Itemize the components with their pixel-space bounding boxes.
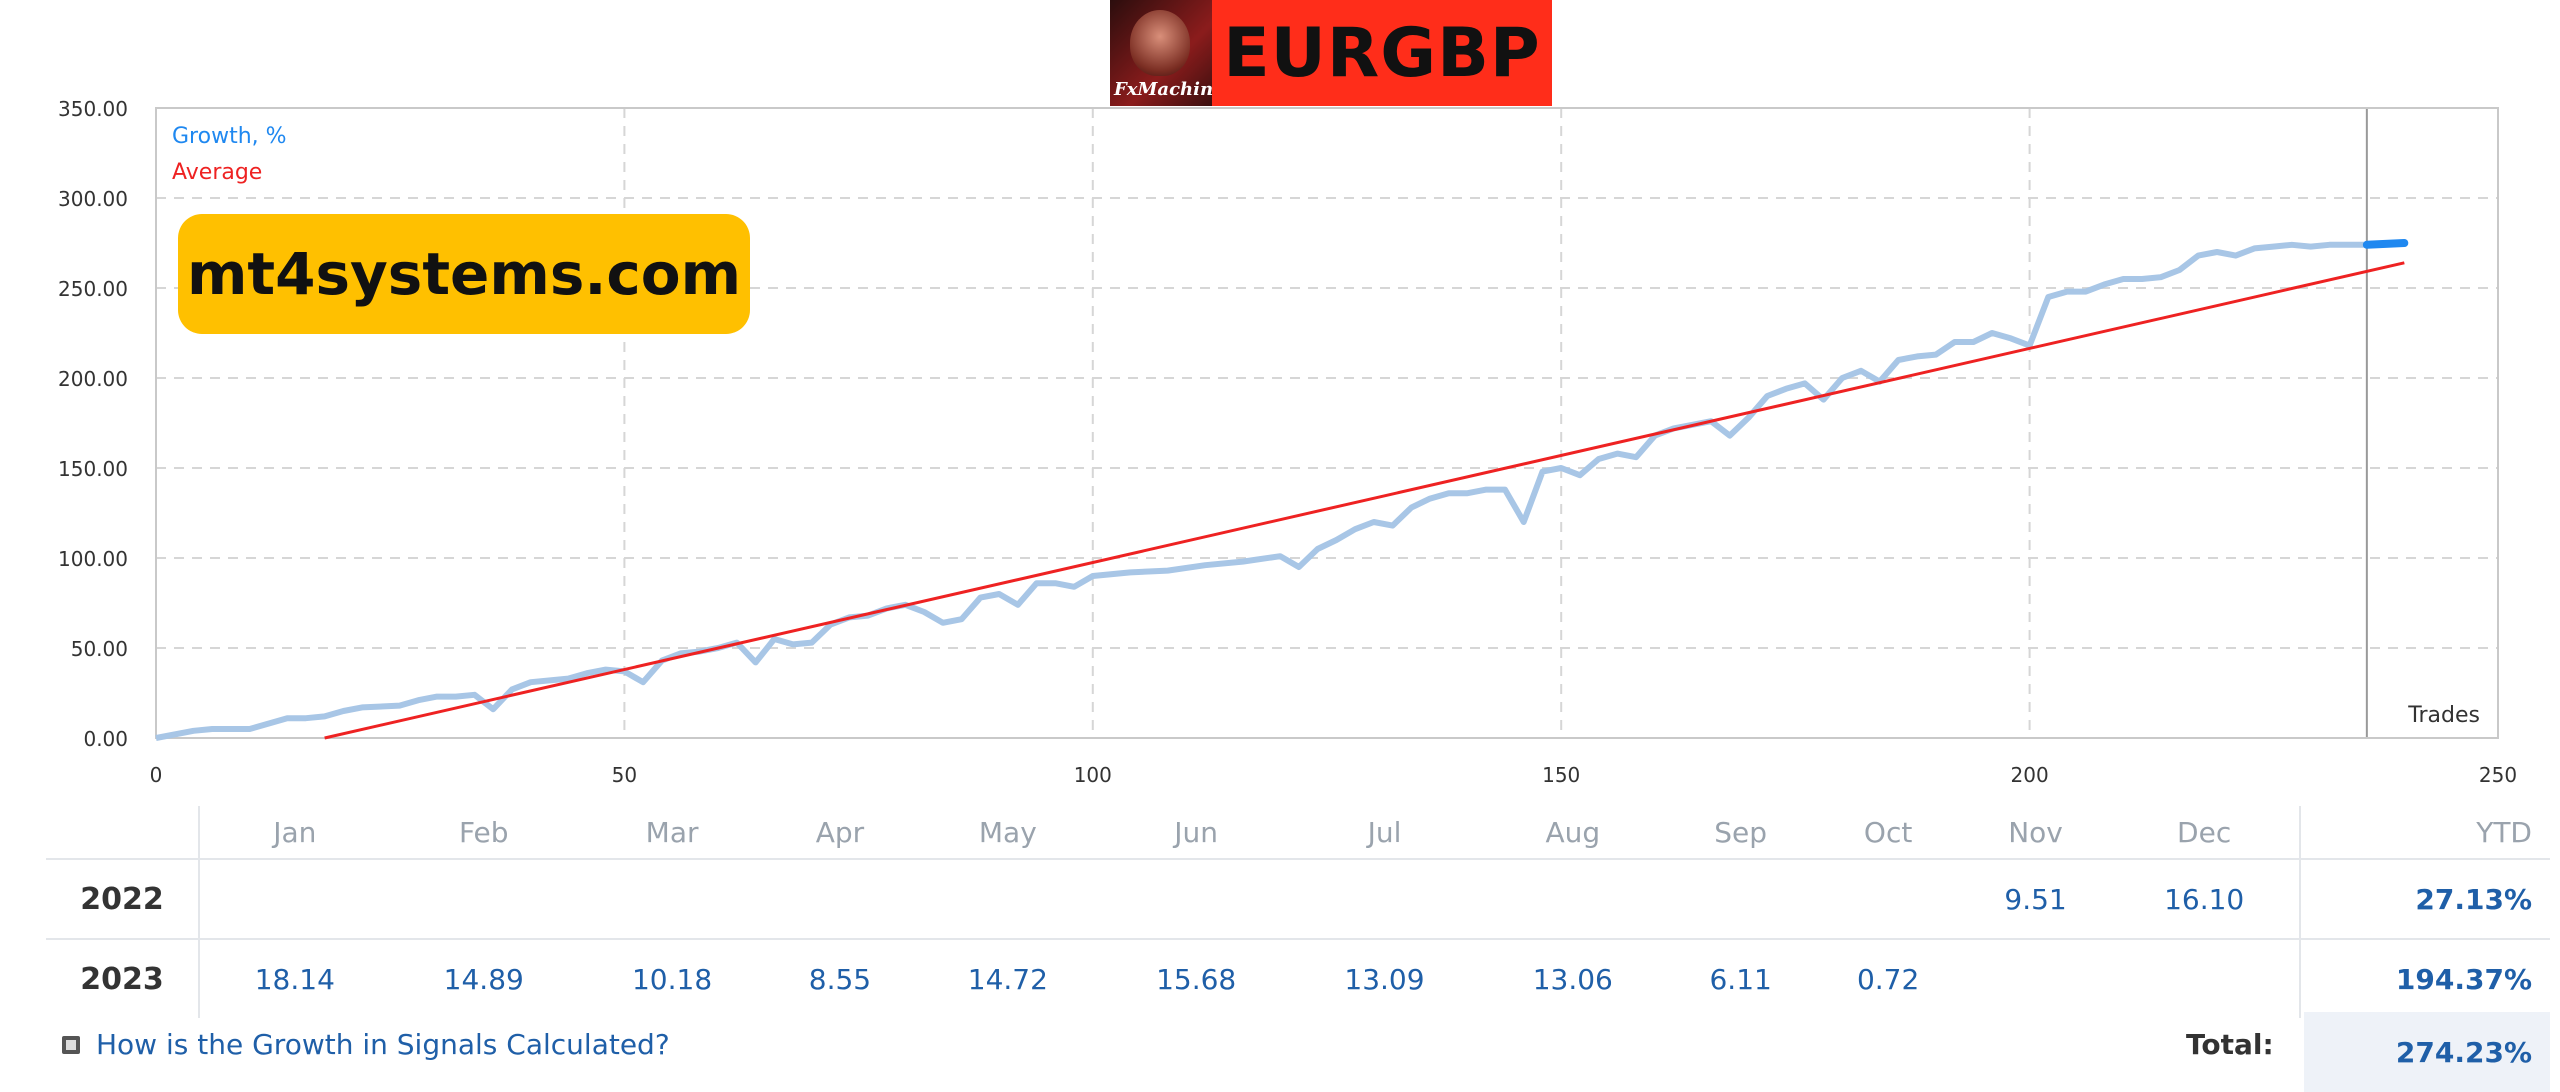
month-value: 18.14 [199, 938, 390, 1018]
x-axis-label: Trades [2407, 703, 2480, 728]
symbol-label: EURGBP [1223, 13, 1541, 93]
month-header: May [978, 815, 1037, 849]
month-header: Jul [1367, 815, 1402, 849]
chart-grid [156, 108, 2498, 738]
year-header [46, 806, 200, 859]
year-cell: 2023 [46, 938, 200, 1018]
skull-logo-icon [1130, 10, 1190, 76]
table-row: 2022 9.51 16.10 27.13% [46, 858, 2550, 939]
month-value: 13.06 [1478, 938, 1667, 1018]
y-tick-label: 100.00 [58, 547, 128, 571]
growth-series-line [155, 241, 2367, 741]
month-header: Oct [1863, 815, 1913, 849]
month-value: 13.09 [1290, 938, 1479, 1018]
month-header: Nov [2008, 815, 2063, 849]
average-series-line [324, 261, 2405, 740]
month-value: 14.72 [913, 938, 1102, 1018]
plot-frame [155, 107, 2499, 739]
month-value: 9.51 [1961, 858, 2110, 939]
month-header: Sep [1714, 815, 1768, 849]
month-value [2109, 938, 2300, 1018]
month-value: 6.11 [1666, 938, 1815, 1018]
x-axis-ticks: 0 50 100 150 200 250 [150, 763, 2517, 787]
month-header: Mar [645, 815, 699, 849]
x-tick-label: 50 [612, 763, 637, 787]
y-axis-ticks: 0.00 50.00 100.00 150.00 200.00 250.00 300.00 3… [58, 97, 128, 751]
chart-series [155, 239, 2409, 741]
month-header: Dec [2177, 815, 2232, 849]
ytd-value: 27.13% [2299, 858, 2550, 939]
x-tick-label: 0 [150, 763, 163, 787]
table-header-row: Jan Feb Mar Apr May Jun Jul Aug Sep Oct … [46, 806, 2550, 859]
x-tick-label: 150 [1542, 763, 1580, 787]
total-value: 274.23% [2304, 1012, 2550, 1092]
monthly-growth-table: Jan Feb Mar Apr May Jun Jul Aug Sep Oct … [46, 806, 2550, 1018]
month-header: Apr [815, 815, 865, 849]
growth-chart: 0.00 50.00 100.00 150.00 200.00 250.00 300.00 3… [58, 97, 2517, 787]
month-value: 0.72 [1814, 938, 1962, 1018]
y-tick-label: 0.00 [83, 727, 128, 751]
month-header: Aug [1545, 815, 1601, 849]
y-tick-label: 300.00 [58, 187, 128, 211]
ytd-header: YTD [2299, 806, 2550, 859]
month-header: Feb [458, 815, 509, 849]
month-value [1290, 858, 1479, 939]
month-value [1102, 858, 1291, 939]
y-tick-label: 350.00 [58, 97, 128, 121]
x-tick-label: 100 [1074, 763, 1112, 787]
x-tick-label: 200 [2011, 763, 2049, 787]
month-header: Jun [1174, 815, 1219, 849]
legend-average: Average [172, 160, 262, 185]
growth-recent-segment [2362, 239, 2409, 249]
watermark-text: mt4systems.com [186, 240, 742, 308]
y-tick-label: 200.00 [58, 367, 128, 391]
month-value [1961, 938, 2110, 1018]
total-label: Total: [2186, 1028, 2274, 1061]
year-cell: 2022 [46, 858, 200, 939]
month-value [389, 858, 578, 939]
growth-help-link[interactable]: How is the Growth in Signals Calculated? [62, 1028, 670, 1061]
month-value [913, 858, 1102, 939]
info-icon [62, 1035, 80, 1054]
table-row: 2023 18.14 14.89 10.18 8.55 14.72 15.68 … [46, 938, 2550, 1018]
logo-text: FxMachine [1114, 79, 1225, 100]
month-value [199, 858, 390, 939]
month-header: Jan [273, 815, 317, 849]
month-value: 16.10 [2109, 858, 2300, 939]
month-value [577, 858, 767, 939]
fxmachine-logo: FxMachine [1110, 0, 1225, 106]
y-tick-label: 250.00 [58, 277, 128, 301]
month-value: 14.89 [389, 938, 578, 1018]
month-value [1666, 858, 1815, 939]
y-tick-label: 150.00 [58, 457, 128, 481]
watermark-badge: mt4systems.com [178, 214, 750, 334]
month-value: 15.68 [1102, 938, 1291, 1018]
y-tick-label: 50.00 [71, 637, 128, 661]
month-value [766, 858, 914, 939]
month-value [1814, 858, 1962, 939]
x-tick-label: 250 [2479, 763, 2517, 787]
month-value: 8.55 [766, 938, 914, 1018]
month-value [1478, 858, 1667, 939]
ytd-value: 194.37% [2299, 938, 2550, 1018]
legend-growth: Growth, % [172, 124, 287, 149]
symbol-badge: EURGBP [1212, 0, 1552, 106]
month-value: 10.18 [577, 938, 767, 1018]
growth-help-text[interactable]: How is the Growth in Signals Calculated? [96, 1028, 670, 1061]
